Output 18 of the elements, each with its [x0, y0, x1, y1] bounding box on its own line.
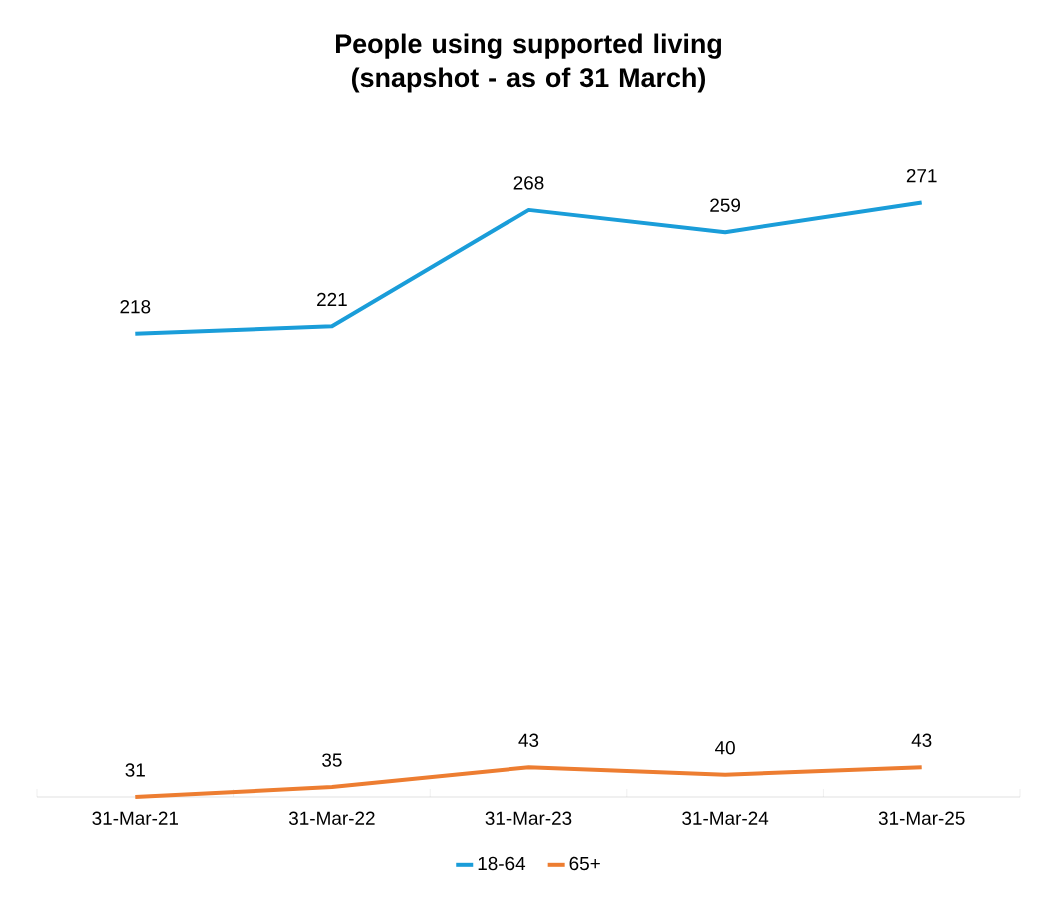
data-label: 271 — [906, 168, 937, 183]
x-tick-label: 31-Mar-23 — [485, 811, 572, 825]
x-tick-label: 31-Mar-25 — [878, 811, 965, 825]
data-label: 268 — [513, 176, 544, 190]
data-label: 221 — [317, 292, 347, 307]
data-label: 40 — [715, 740, 735, 755]
legend-label: 18-64 — [478, 856, 526, 871]
x-tick-label: 31-Mar-24 — [682, 811, 769, 825]
legend-label: 65+ — [569, 856, 600, 871]
data-label: 218 — [120, 300, 151, 314]
data-label: 43 — [518, 733, 539, 747]
data-label: 35 — [322, 753, 342, 767]
data-label: 259 — [710, 198, 740, 212]
chart-title: People using supported living (snapshot - as of 31 March) — [336, 33, 722, 93]
data-label: 43 — [911, 733, 932, 747]
data-label: 31 — [125, 763, 145, 777]
x-tick-label: 31-Mar-21 — [92, 811, 179, 825]
x-tick-label: 31-Mar-22 — [288, 811, 375, 825]
